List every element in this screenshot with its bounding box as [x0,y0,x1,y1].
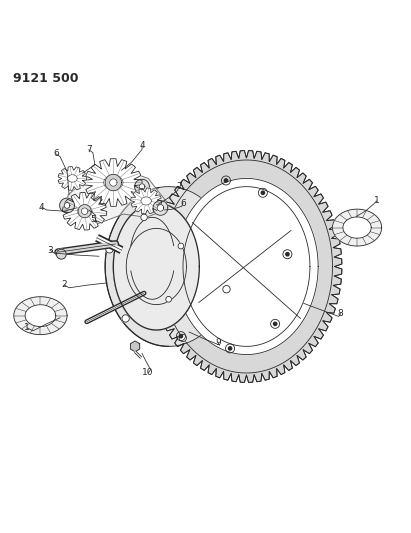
Polygon shape [25,305,56,327]
Circle shape [286,253,289,256]
Text: 8: 8 [338,309,344,318]
Circle shape [178,243,184,249]
Polygon shape [64,168,166,225]
Polygon shape [81,208,88,214]
Circle shape [223,286,230,293]
Circle shape [122,315,129,322]
Polygon shape [14,297,67,335]
Text: 6: 6 [180,198,186,207]
Circle shape [273,322,277,326]
Text: 10: 10 [142,368,154,377]
Text: 7: 7 [86,146,92,154]
Polygon shape [151,151,342,382]
Polygon shape [64,203,70,208]
Circle shape [166,296,171,302]
Polygon shape [113,203,199,330]
Circle shape [106,246,113,253]
Circle shape [179,335,182,338]
Polygon shape [135,179,149,194]
Text: 9121 500: 9121 500 [13,72,79,85]
Polygon shape [332,209,382,246]
Circle shape [179,334,187,342]
Circle shape [56,249,66,259]
Polygon shape [157,205,164,211]
Polygon shape [153,200,168,215]
Text: 3: 3 [47,246,53,255]
Polygon shape [175,179,318,354]
Circle shape [229,347,232,350]
Polygon shape [113,203,199,330]
Circle shape [146,193,154,200]
Text: 1: 1 [374,197,380,205]
Polygon shape [105,174,122,191]
Circle shape [261,191,265,195]
Text: 5: 5 [90,215,96,224]
Polygon shape [183,187,310,346]
Text: 6: 6 [53,149,59,158]
Text: 4: 4 [139,141,145,150]
Circle shape [224,179,228,182]
Polygon shape [151,151,342,382]
Circle shape [141,214,147,221]
Text: 2: 2 [61,280,67,289]
Polygon shape [78,205,91,218]
Text: 1: 1 [24,324,30,333]
Text: 7: 7 [176,182,182,191]
Polygon shape [58,166,87,190]
Polygon shape [160,160,332,373]
Polygon shape [131,188,162,214]
Text: 9: 9 [215,338,221,347]
Polygon shape [85,159,142,206]
Polygon shape [139,184,145,190]
Polygon shape [110,179,117,186]
Polygon shape [105,187,232,346]
Polygon shape [343,217,371,238]
Polygon shape [60,198,74,213]
Text: 4: 4 [39,203,44,212]
Polygon shape [130,341,140,352]
Polygon shape [62,192,107,230]
